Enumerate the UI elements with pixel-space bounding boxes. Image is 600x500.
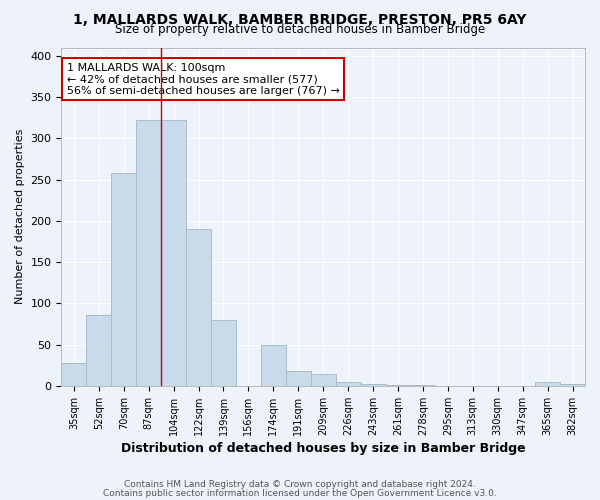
Text: 1, MALLARDS WALK, BAMBER BRIDGE, PRESTON, PR5 6AY: 1, MALLARDS WALK, BAMBER BRIDGE, PRESTON… (73, 12, 527, 26)
Bar (560, 384, 585, 386)
Bar (211, 320, 236, 386)
Text: Contains public sector information licensed under the Open Government Licence v3: Contains public sector information licen… (103, 488, 497, 498)
Bar (311, 374, 335, 386)
Bar (335, 382, 361, 386)
Bar (61, 363, 86, 386)
Bar (261, 344, 286, 386)
Text: Size of property relative to detached houses in Bamber Bridge: Size of property relative to detached ho… (115, 22, 485, 36)
Bar (535, 382, 560, 386)
Bar (161, 120, 186, 386)
Bar (286, 371, 311, 386)
Bar (410, 385, 436, 386)
Text: 1 MALLARDS WALK: 100sqm
← 42% of detached houses are smaller (577)
56% of semi-d: 1 MALLARDS WALK: 100sqm ← 42% of detache… (67, 62, 340, 96)
Y-axis label: Number of detached properties: Number of detached properties (15, 129, 25, 304)
Bar (86, 315, 111, 386)
Text: Contains HM Land Registry data © Crown copyright and database right 2024.: Contains HM Land Registry data © Crown c… (124, 480, 476, 489)
Bar (186, 229, 211, 386)
Bar (386, 385, 410, 386)
Bar (111, 173, 136, 386)
X-axis label: Distribution of detached houses by size in Bamber Bridge: Distribution of detached houses by size … (121, 442, 526, 455)
Bar (136, 120, 161, 386)
Bar (361, 384, 386, 386)
